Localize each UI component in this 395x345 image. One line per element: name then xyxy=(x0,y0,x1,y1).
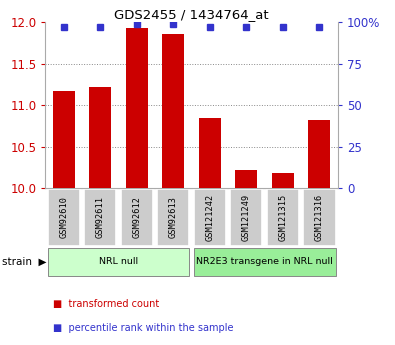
Bar xyxy=(194,248,335,276)
Bar xyxy=(272,173,294,188)
Text: ■  transformed count: ■ transformed count xyxy=(53,299,160,309)
Bar xyxy=(126,28,148,188)
Text: GSM92610: GSM92610 xyxy=(59,196,68,238)
Text: GSM121315: GSM121315 xyxy=(278,194,288,241)
Text: NRL null: NRL null xyxy=(99,257,138,266)
Text: GSM121242: GSM121242 xyxy=(205,194,214,241)
Bar xyxy=(199,118,221,188)
Bar xyxy=(194,189,226,246)
Bar xyxy=(89,87,111,188)
Bar xyxy=(308,120,330,188)
Text: GSM92611: GSM92611 xyxy=(96,196,105,238)
Text: GSM92613: GSM92613 xyxy=(169,196,178,238)
Bar xyxy=(230,189,262,246)
Bar xyxy=(48,248,189,276)
Text: ■  percentile rank within the sample: ■ percentile rank within the sample xyxy=(53,323,234,333)
Bar xyxy=(157,189,189,246)
Title: GDS2455 / 1434764_at: GDS2455 / 1434764_at xyxy=(114,8,269,21)
Bar xyxy=(162,34,184,188)
Bar xyxy=(267,189,299,246)
Bar xyxy=(303,189,335,246)
Bar xyxy=(84,189,116,246)
Text: strain  ▶: strain ▶ xyxy=(2,257,47,267)
Bar xyxy=(53,91,75,188)
Text: NR2E3 transgene in NRL null: NR2E3 transgene in NRL null xyxy=(196,257,333,266)
Bar xyxy=(121,189,153,246)
Text: GSM121316: GSM121316 xyxy=(315,194,324,241)
Text: GSM92612: GSM92612 xyxy=(132,196,141,238)
Bar xyxy=(235,170,258,188)
Bar xyxy=(48,189,80,246)
Text: GSM121249: GSM121249 xyxy=(242,194,251,241)
